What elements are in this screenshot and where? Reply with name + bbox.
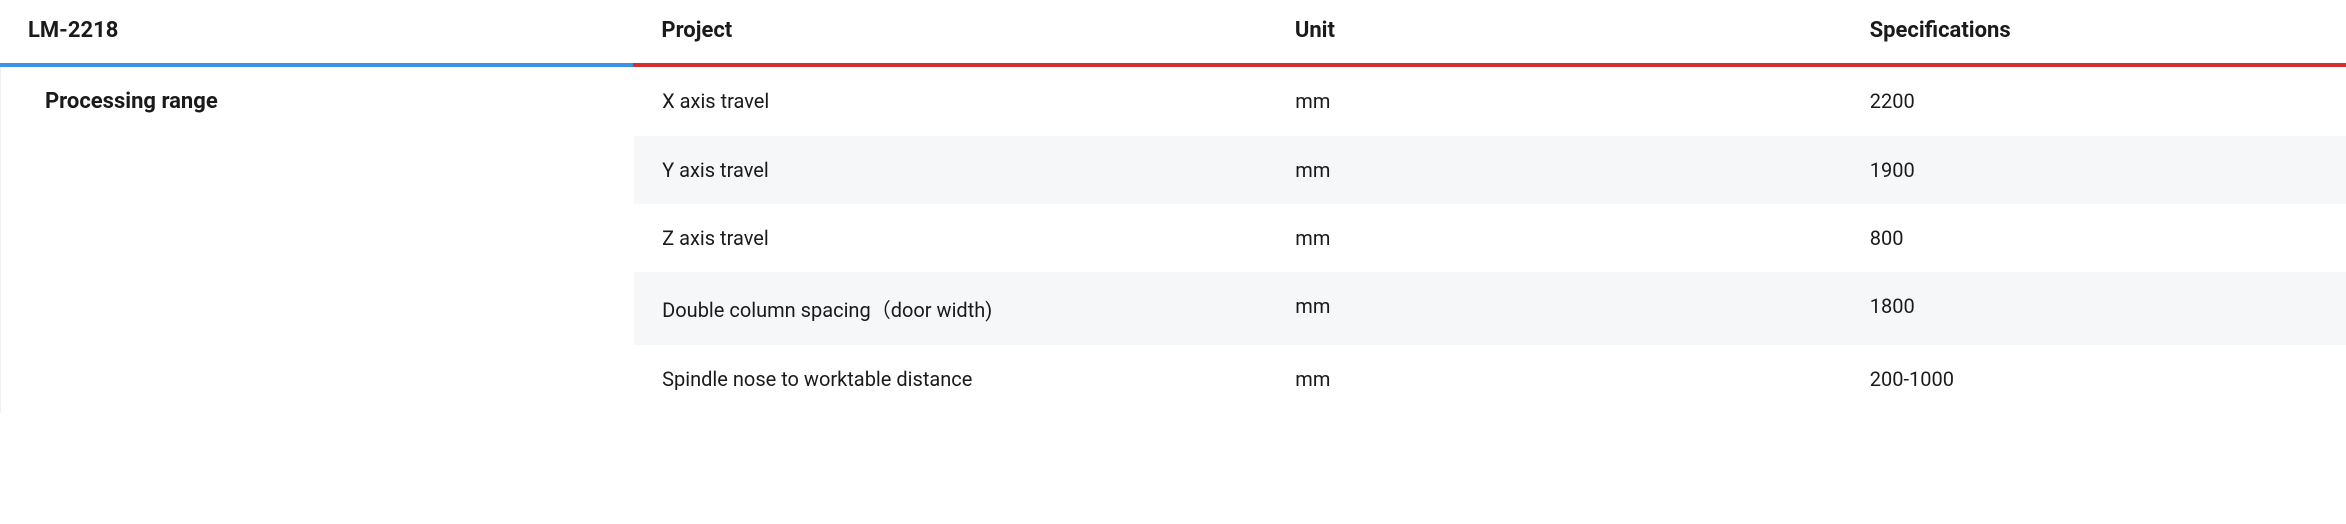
table-header-row: LM-2218 Project Unit Specifications [0,0,2346,63]
table-row: Y axis travel mm 1900 [0,136,2346,204]
cell-empty [1,272,634,345]
section-label: Processing range [1,67,634,136]
header-unit: Unit [1267,0,1842,63]
cell-project: Spindle nose to worktable distance [634,345,1267,413]
cell-project: Z axis travel [634,204,1267,272]
cell-spec: 800 [1842,204,2346,272]
cell-project: Double column spacing（door width) [634,272,1267,345]
cell-unit: mm [1267,272,1842,345]
cell-spec: 2200 [1842,67,2346,136]
table-row: Z axis travel mm 800 [0,204,2346,272]
cell-spec: 1900 [1842,136,2346,204]
header-spec: Specifications [1842,0,2346,63]
cell-unit: mm [1267,136,1842,204]
header-model: LM-2218 [0,0,633,63]
cell-empty [1,345,634,413]
cell-project: X axis travel [634,67,1267,136]
cell-project: Y axis travel [634,136,1267,204]
cell-unit: mm [1267,204,1842,272]
spec-table: LM-2218 Project Unit Specifications Proc… [0,0,2346,413]
table-row: Double column spacing（door width) mm 180… [0,272,2346,345]
header-project: Project [633,0,1266,63]
cell-spec: 1800 [1842,272,2346,345]
table-row: Spindle nose to worktable distance mm 20… [0,345,2346,413]
cell-empty [1,136,634,204]
cell-unit: mm [1267,345,1842,413]
table-row: Processing range X axis travel mm 2200 [0,67,2346,136]
cell-spec: 200-1000 [1842,345,2346,413]
cell-empty [1,204,634,272]
cell-unit: mm [1267,67,1842,136]
